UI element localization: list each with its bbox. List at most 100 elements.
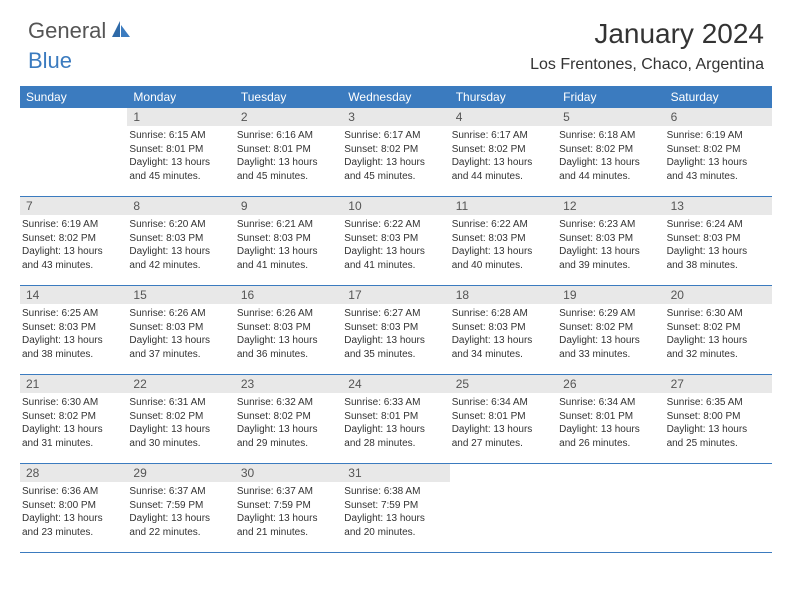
sunrise-line: Sunrise: 6:19 AM <box>22 218 123 232</box>
logo: General <box>28 18 134 44</box>
sunset-line: Sunset: 7:59 PM <box>344 499 445 513</box>
day-details: Sunrise: 6:23 AMSunset: 8:03 PMDaylight:… <box>557 215 664 275</box>
sunset-line: Sunset: 7:59 PM <box>237 499 338 513</box>
sunset-line: Sunset: 8:02 PM <box>344 143 445 157</box>
daylight-line-1: Daylight: 13 hours <box>559 334 660 348</box>
sunset-line: Sunset: 8:01 PM <box>452 410 553 424</box>
sunset-line: Sunset: 8:03 PM <box>237 232 338 246</box>
day-details: Sunrise: 6:30 AMSunset: 8:02 PMDaylight:… <box>20 393 127 453</box>
daylight-line-1: Daylight: 13 hours <box>129 423 230 437</box>
sunset-line: Sunset: 8:00 PM <box>22 499 123 513</box>
calendar-week: 7 Sunrise: 6:19 AMSunset: 8:02 PM Daylight… <box>20 197 772 286</box>
daylight-line-1: Daylight: 13 hours <box>237 423 338 437</box>
sunset-line: Sunset: 8:03 PM <box>237 321 338 335</box>
sunset-line: Sunset: 8:03 PM <box>452 232 553 246</box>
daylight-line-2: and 23 minutes. <box>22 526 123 540</box>
daylight-line-1: Daylight: 13 hours <box>559 245 660 259</box>
sunrise-line: Sunrise: 6:28 AM <box>452 307 553 321</box>
daylight-line-2: and 36 minutes. <box>237 348 338 362</box>
calendar-day <box>450 464 557 552</box>
day-details: Sunrise: 6:15 AMSunset: 8:01 PMDaylight:… <box>127 126 234 186</box>
calendar-day: 13Sunrise: 6:24 AMSunset: 8:03 PMDayligh… <box>665 197 772 285</box>
sunrise-line: Sunrise: 6:27 AM <box>344 307 445 321</box>
sunset-line: Sunset: 8:01 PM <box>129 143 230 157</box>
day-number: 22 <box>127 375 234 393</box>
calendar-day: 21Sunrise: 6:30 AMSunset: 8:02 PMDayligh… <box>20 375 127 463</box>
daylight-line-1: Daylight: 13 hours <box>344 245 445 259</box>
day-number: 15 <box>127 286 234 304</box>
weekday-header: Sunday <box>20 86 127 108</box>
daylight-line-2: and 44 minutes. <box>452 170 553 184</box>
sunrise-line: Sunrise: 6:21 AM <box>237 218 338 232</box>
sunset-line: Sunset: 8:03 PM <box>22 321 123 335</box>
sunset-line: Sunset: 8:03 PM <box>129 232 230 246</box>
calendar-day: 10Sunrise: 6:22 AMSunset: 8:03 PMDayligh… <box>342 197 449 285</box>
daylight-line-1: Daylight: 13 hours <box>344 423 445 437</box>
daylight-line-2: and 27 minutes. <box>452 437 553 451</box>
day-details: Sunrise: 6:24 AMSunset: 8:03 PMDaylight:… <box>665 215 772 275</box>
sunset-line: Sunset: 8:02 PM <box>237 410 338 424</box>
day-number: 10 <box>342 197 449 215</box>
sunrise-line: Sunrise: 6:34 AM <box>559 396 660 410</box>
daylight-line-1: Daylight: 13 hours <box>667 423 768 437</box>
sunrise-line: Sunrise: 6:31 AM <box>129 396 230 410</box>
day-number: 30 <box>235 464 342 482</box>
day-number: 7 <box>20 197 127 215</box>
day-number: 19 <box>557 286 664 304</box>
day-details: Sunrise: 6:34 AMSunset: 8:01 PMDaylight:… <box>450 393 557 453</box>
weekday-header: Friday <box>557 86 664 108</box>
sunrise-line: Sunrise: 6:33 AM <box>344 396 445 410</box>
sunrise-line: Sunrise: 6:38 AM <box>344 485 445 499</box>
calendar-day: 5Sunrise: 6:18 AMSunset: 8:02 PMDaylight… <box>557 108 664 196</box>
sunrise-line: Sunrise: 6:35 AM <box>667 396 768 410</box>
calendar-week: 28Sunrise: 6:36 AMSunset: 8:00 PMDayligh… <box>20 464 772 553</box>
day-details: Sunrise: 6:36 AMSunset: 8:00 PMDaylight:… <box>20 482 127 542</box>
daylight-line-2: and 28 minutes. <box>344 437 445 451</box>
day-number: 18 <box>450 286 557 304</box>
sunset-line: Sunset: 8:00 PM <box>667 410 768 424</box>
calendar-day: 1Sunrise: 6:15 AMSunset: 8:01 PMDaylight… <box>127 108 234 196</box>
daylight-line-2: and 43 minutes. <box>667 170 768 184</box>
daylight-line-1: Daylight: 13 hours <box>452 423 553 437</box>
sunset-line: Sunset: 8:02 PM <box>452 143 553 157</box>
sunset-line: Sunset: 8:02 PM <box>667 321 768 335</box>
day-details: Sunrise: 6:22 AMSunset: 8:03 PMDaylight:… <box>450 215 557 275</box>
sunrise-line: Sunrise: 6:32 AM <box>237 396 338 410</box>
calendar-day: 16Sunrise: 6:26 AMSunset: 8:03 PMDayligh… <box>235 286 342 374</box>
daylight-line-1: Daylight: 13 hours <box>129 245 230 259</box>
daylight-line-1: Daylight: 13 hours <box>452 156 553 170</box>
sunrise-line: Sunrise: 6:17 AM <box>344 129 445 143</box>
calendar-day <box>665 464 772 552</box>
day-details: Sunrise: 6:26 AMSunset: 8:03 PMDaylight:… <box>235 304 342 364</box>
calendar-day <box>557 464 664 552</box>
daylight-line-2: and 41 minutes. <box>344 259 445 273</box>
calendar-day: 14Sunrise: 6:25 AMSunset: 8:03 PMDayligh… <box>20 286 127 374</box>
daylight-line-1: Daylight: 13 hours <box>129 156 230 170</box>
calendar-day: 6Sunrise: 6:19 AMSunset: 8:02 PMDaylight… <box>665 108 772 196</box>
day-number: 2 <box>235 108 342 126</box>
sunset-line: Sunset: 8:02 PM <box>559 321 660 335</box>
day-details: Sunrise: 6:38 AMSunset: 7:59 PMDaylight:… <box>342 482 449 542</box>
day-details: Sunrise: 6:29 AMSunset: 8:02 PMDaylight:… <box>557 304 664 364</box>
day-details: Sunrise: 6:18 AMSunset: 8:02 PMDaylight:… <box>557 126 664 186</box>
calendar-day: 28Sunrise: 6:36 AMSunset: 8:00 PMDayligh… <box>20 464 127 552</box>
calendar-day: 3Sunrise: 6:17 AMSunset: 8:02 PMDaylight… <box>342 108 449 196</box>
sunset-line: Sunset: 8:03 PM <box>452 321 553 335</box>
day-number: 24 <box>342 375 449 393</box>
daylight-line-1: Daylight: 13 hours <box>237 245 338 259</box>
sunrise-line: Sunrise: 6:37 AM <box>237 485 338 499</box>
daylight-line-1: Daylight: 13 hours <box>559 423 660 437</box>
sunrise-line: Sunrise: 6:36 AM <box>22 485 123 499</box>
day-number: 12 <box>557 197 664 215</box>
sunset-line: Sunset: 8:01 PM <box>559 410 660 424</box>
daylight-line-2: and 34 minutes. <box>452 348 553 362</box>
sunrise-line: Sunrise: 6:26 AM <box>129 307 230 321</box>
sunrise-line: Sunrise: 6:19 AM <box>667 129 768 143</box>
daylight-line-1: Daylight: 13 hours <box>344 512 445 526</box>
day-number: 6 <box>665 108 772 126</box>
sunset-line: Sunset: 7:59 PM <box>129 499 230 513</box>
daylight-line-2: and 40 minutes. <box>452 259 553 273</box>
daylight-line-2: and 33 minutes. <box>559 348 660 362</box>
sunset-line: Sunset: 8:02 PM <box>22 232 123 246</box>
daylight-line-1: Daylight: 13 hours <box>559 156 660 170</box>
